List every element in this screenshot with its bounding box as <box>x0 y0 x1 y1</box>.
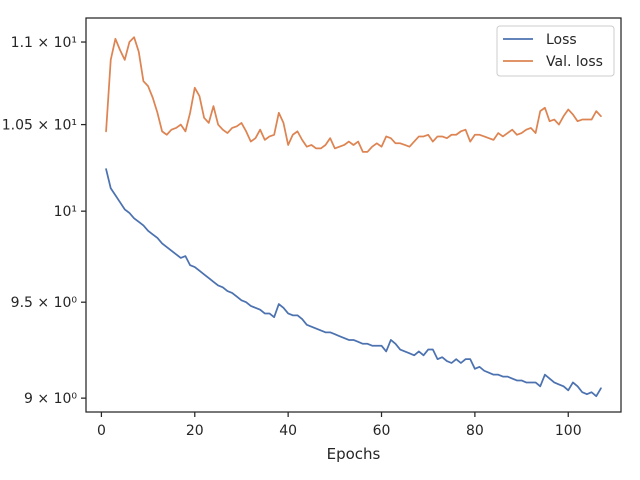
legend: Loss Val. loss <box>496 25 615 77</box>
series-line-loss <box>105 168 602 398</box>
series-line-val-loss <box>105 36 602 153</box>
y-tick-label: 9.5 × 10⁰ <box>11 295 78 311</box>
legend-label-val-loss: Val. loss <box>546 54 603 70</box>
x-tick-label: 0 <box>97 423 106 439</box>
y-tick-label: 1.05 × 10¹ <box>2 118 77 134</box>
legend-label-loss: Loss <box>546 32 577 48</box>
x-tick-label: 40 <box>279 423 297 439</box>
y-tick-label: 1.1 × 10¹ <box>11 35 77 51</box>
x-tick-label: 20 <box>186 423 204 439</box>
x-tick-label: 80 <box>466 423 484 439</box>
plot-lines <box>105 36 602 398</box>
x-tick-label: 60 <box>373 423 391 439</box>
axes-frame <box>85 17 622 413</box>
x-axis-label: Epochs <box>327 445 381 463</box>
y-tick-label: 10¹ <box>54 204 77 220</box>
x-axis-ticks: 0 20 40 60 80 100 <box>97 412 582 439</box>
x-tick-label: 100 <box>555 423 582 439</box>
y-tick-label: 9 × 10⁰ <box>24 391 77 407</box>
y-axis-ticks: 9 × 10⁰ 9.5 × 10⁰ 10¹ 1.05 × 10¹ 1.1 × 10¹ <box>2 35 86 407</box>
